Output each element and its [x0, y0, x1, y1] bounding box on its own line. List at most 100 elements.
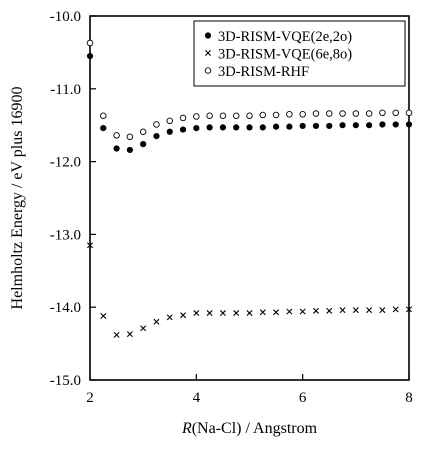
data-point [286, 123, 293, 130]
data-point [153, 133, 160, 140]
data-point [233, 310, 240, 317]
data-point [166, 128, 173, 135]
legend-marker [204, 32, 212, 39]
data-point [299, 308, 306, 315]
data-point [113, 145, 120, 152]
data-point [259, 124, 266, 131]
data-point [299, 111, 306, 118]
legend-entries: 3D-RISM-VQE(2e,2o) 3D-RISM-VQE(6e,8o)3D-R… [204, 29, 352, 80]
data-point [379, 307, 386, 314]
legend-marker [204, 67, 212, 74]
data-point [113, 132, 120, 139]
data-point [365, 110, 373, 117]
data-point [126, 331, 133, 338]
data-point [100, 312, 107, 319]
data-point [326, 307, 333, 314]
data-point [153, 121, 160, 128]
data-point [86, 52, 94, 60]
legend-label: 3D-RISM-VQE(6e,8o) [218, 47, 352, 63]
data-point [140, 141, 147, 148]
data-series-layer [86, 39, 413, 338]
data-point [246, 112, 253, 119]
data-point [379, 121, 386, 128]
y-axis-title: Helmholtz Energy / eV plus 16900 [9, 87, 26, 310]
data-point [286, 308, 293, 315]
x-tick-label: 2 [86, 390, 94, 406]
data-point [193, 310, 200, 317]
x-tick-label: 4 [193, 390, 201, 406]
data-point [366, 122, 373, 129]
data-point [180, 312, 187, 319]
data-point [232, 112, 240, 119]
data-point [326, 110, 333, 117]
data-point [339, 122, 346, 129]
data-point [206, 310, 213, 317]
data-point [87, 242, 93, 249]
data-point [126, 133, 134, 141]
data-point [259, 309, 266, 316]
data-point [312, 307, 319, 314]
y-tick-label: -10.0 [50, 9, 81, 25]
data-point [206, 112, 213, 119]
data-point [352, 122, 359, 129]
data-point [100, 112, 107, 119]
data-point [299, 122, 306, 130]
data-point [272, 111, 280, 119]
data-point [206, 124, 213, 131]
legend-marker [205, 50, 211, 56]
data-point [246, 124, 253, 131]
data-point [179, 114, 187, 122]
legend-box [193, 20, 406, 87]
data-point [219, 124, 227, 131]
data-point [179, 126, 187, 133]
data-point [339, 307, 346, 314]
series-1 [86, 52, 413, 154]
data-point [392, 121, 399, 128]
data-point [406, 306, 412, 313]
y-tick-label: -12.0 [50, 155, 81, 171]
data-point [286, 111, 293, 118]
data-point [193, 125, 200, 132]
y-tick-label: -11.0 [50, 82, 81, 98]
y-tick-label: -15.0 [50, 373, 81, 389]
data-point [352, 307, 359, 314]
data-point [259, 111, 267, 119]
data-point [139, 128, 147, 136]
data-point [379, 109, 386, 117]
x-tick-label: 8 [405, 390, 413, 406]
data-point [405, 109, 413, 117]
x-axis-ticks: 2 4 6 8 [86, 374, 413, 406]
data-point [100, 125, 107, 132]
x-axis-title: R(Na-Cl) / Angstrom [181, 420, 318, 437]
y-tick-label: -14.0 [50, 300, 81, 316]
legend-label: 3D-RISM-VQE(2e,2o) [218, 29, 352, 45]
data-point [126, 146, 133, 154]
data-point [233, 124, 240, 131]
data-point [312, 122, 320, 130]
y-axis-ticks: -10.0 -11.0 -12.0 -13.0 -14.0 -15.0 [50, 9, 96, 389]
data-point [153, 318, 160, 325]
y-tick-label: -13.0 [50, 227, 81, 243]
data-point [219, 112, 227, 119]
series-2 [87, 242, 412, 338]
plot-frame [89, 15, 410, 381]
data-point [392, 109, 399, 117]
data-point [392, 306, 399, 313]
data-point [166, 117, 173, 125]
data-point [352, 110, 360, 117]
data-point [312, 110, 320, 117]
data-point [366, 307, 373, 314]
series-3 [86, 39, 413, 141]
data-point [405, 121, 413, 128]
data-point [166, 314, 173, 321]
data-point [193, 113, 200, 120]
data-point [86, 39, 94, 47]
data-point [140, 325, 147, 332]
legend: 3D-RISM-VQE(2e,2o) 3D-RISM-VQE(6e,8o)3D-R… [193, 20, 406, 87]
data-point [339, 110, 346, 117]
data-point [219, 310, 226, 317]
data-point [246, 310, 253, 317]
legend-label: 3D-RISM-RHF [218, 64, 309, 80]
data-point [273, 309, 280, 316]
